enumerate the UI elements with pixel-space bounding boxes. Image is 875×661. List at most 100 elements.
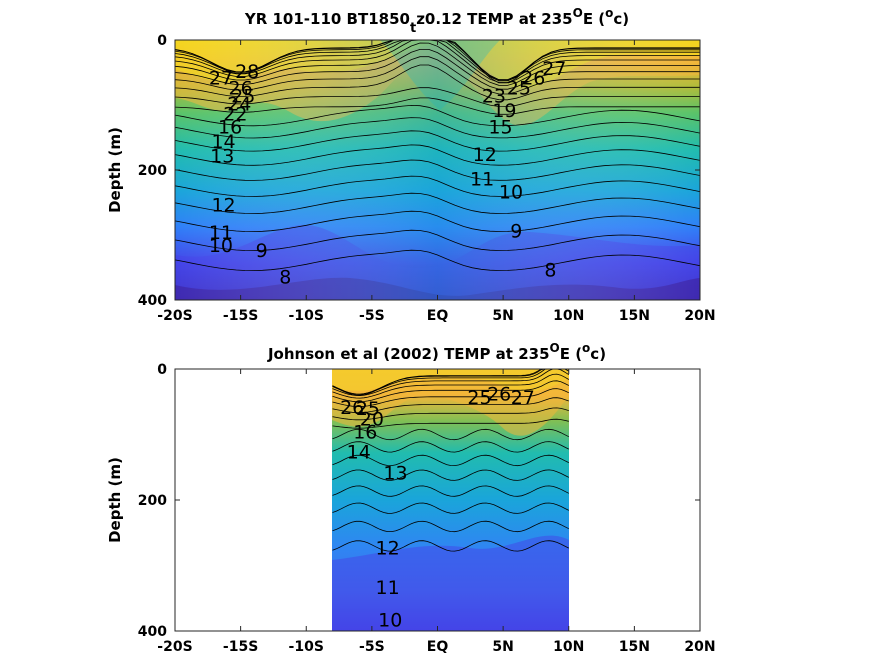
contour-label: 25 xyxy=(231,86,255,108)
x-tick-label: 5N xyxy=(492,308,513,324)
contour-label: 26 xyxy=(487,384,511,406)
contour-label: 23 xyxy=(482,86,506,108)
bottom-chart-title: Johnson et al (2002) TEMP at 235OE (oc) xyxy=(267,341,606,363)
contour-line xyxy=(174,56,700,95)
contour-line xyxy=(332,502,569,514)
contour-label: 25 xyxy=(356,398,380,420)
contour-label: 20 xyxy=(360,409,384,431)
contour-line xyxy=(174,104,701,127)
contour-label: 12 xyxy=(211,194,235,216)
y-tick-label: 200 xyxy=(138,163,167,179)
contour-label: 13 xyxy=(383,462,407,484)
contour-label: 14 xyxy=(347,441,371,463)
contour-label: 9 xyxy=(510,220,522,242)
contour-label: 11 xyxy=(209,222,233,244)
contour-line xyxy=(174,192,701,214)
contour-label: 12 xyxy=(473,144,497,166)
contour-label: 8 xyxy=(544,259,556,281)
x-tick-label: -5S xyxy=(359,639,385,655)
y-tick-label: 200 xyxy=(138,493,167,509)
contour-line xyxy=(332,520,569,533)
contour-label: 26 xyxy=(521,68,545,90)
contour-label: 19 xyxy=(492,100,516,122)
contour-line xyxy=(174,159,701,181)
contour-label: 25 xyxy=(507,77,531,99)
x-tick-label: -15S xyxy=(223,639,258,655)
contour-label: 13 xyxy=(210,146,234,168)
x-tick-label: 10N xyxy=(553,308,584,324)
contour-label: 10 xyxy=(378,610,402,632)
contour-label: 22 xyxy=(223,103,247,125)
contour-line xyxy=(332,428,569,441)
contour-label: 28 xyxy=(235,61,259,83)
contour-label: 27 xyxy=(542,58,566,80)
contour-line xyxy=(332,418,569,429)
contour-label: 24 xyxy=(227,94,251,116)
contour-label: 10 xyxy=(209,235,233,257)
x-tick-label: -20S xyxy=(157,308,192,324)
x-tick-label: 15N xyxy=(619,308,650,324)
x-tick-label: 20N xyxy=(684,308,715,324)
x-tick-label: 15N xyxy=(619,639,650,655)
contour-line xyxy=(174,130,701,152)
x-tick-label: -10S xyxy=(289,639,324,655)
contour-line xyxy=(174,144,701,166)
top-axis-ticks: -20S -15S -10S -5S EQ 5N 10N 15N 20N 0 200 400 xyxy=(138,33,716,324)
x-tick-label: -10S xyxy=(289,308,324,324)
y-tick-label: 400 xyxy=(138,293,167,309)
contour-line xyxy=(332,380,569,403)
contour-line xyxy=(174,49,700,90)
x-tick-label: -15S xyxy=(223,308,258,324)
y-tick-label: 0 xyxy=(157,33,167,49)
y-tick-label: 400 xyxy=(138,624,167,640)
contour-line xyxy=(332,407,569,421)
x-tick-label: 20N xyxy=(684,639,715,655)
contour-line xyxy=(174,210,701,233)
bottom-contour-panel: Johnson et al (2002) TEMP at 235OE (oc) … xyxy=(106,341,716,655)
contour-label: 14 xyxy=(211,131,235,153)
contour-line xyxy=(332,368,569,395)
contour-line xyxy=(174,229,701,252)
x-tick-label: EQ xyxy=(427,639,449,655)
top-filled-field xyxy=(175,40,700,300)
contour-line xyxy=(174,42,700,86)
contour-label: 26 xyxy=(229,77,253,99)
contour-line xyxy=(174,64,700,101)
bottom-y-axis-label: Depth (m) xyxy=(106,457,124,543)
y-tick-label: 0 xyxy=(157,362,167,378)
contour-line xyxy=(332,368,570,397)
contour-label: 10 xyxy=(499,181,523,203)
contour-line xyxy=(332,540,569,552)
contour-label: 27 xyxy=(209,68,233,90)
contour-label: 9 xyxy=(256,240,268,262)
contour-label: 11 xyxy=(470,168,494,190)
top-y-axis-label: Depth (m) xyxy=(106,127,124,213)
contour-line xyxy=(174,87,701,108)
contour-line xyxy=(174,117,701,139)
contour-label: 27 xyxy=(511,387,535,409)
contour-label: 26 xyxy=(340,397,364,419)
contour-line xyxy=(332,388,569,408)
contour-line xyxy=(332,485,569,497)
contour-line xyxy=(174,175,701,197)
contour-label: 8 xyxy=(279,266,291,288)
x-tick-label: 5N xyxy=(492,639,513,655)
contour-line xyxy=(332,397,569,413)
contour-label: 25 xyxy=(467,387,491,409)
x-tick-label: 10N xyxy=(553,639,584,655)
contour-label: 16 xyxy=(218,116,242,138)
contour-label: 15 xyxy=(488,116,512,138)
bottom-axis-ticks: -20S -15S -10S -5S EQ 5N 10N 15N 20N 0 200 400 xyxy=(138,362,716,655)
contour-label: 12 xyxy=(376,538,400,560)
top-chart-title: YR 101-110 BT1850tz0.12 TEMP at 235OE (o… xyxy=(244,6,629,36)
x-tick-label: EQ xyxy=(427,308,449,324)
x-tick-label: -20S xyxy=(157,639,192,655)
contour-line xyxy=(332,373,569,399)
contour-line xyxy=(174,249,701,272)
x-tick-label: -5S xyxy=(359,308,385,324)
top-contour-panel: YR 101-110 BT1850tz0.12 TEMP at 235OE (o… xyxy=(106,6,716,324)
contour-label: 11 xyxy=(376,577,400,599)
